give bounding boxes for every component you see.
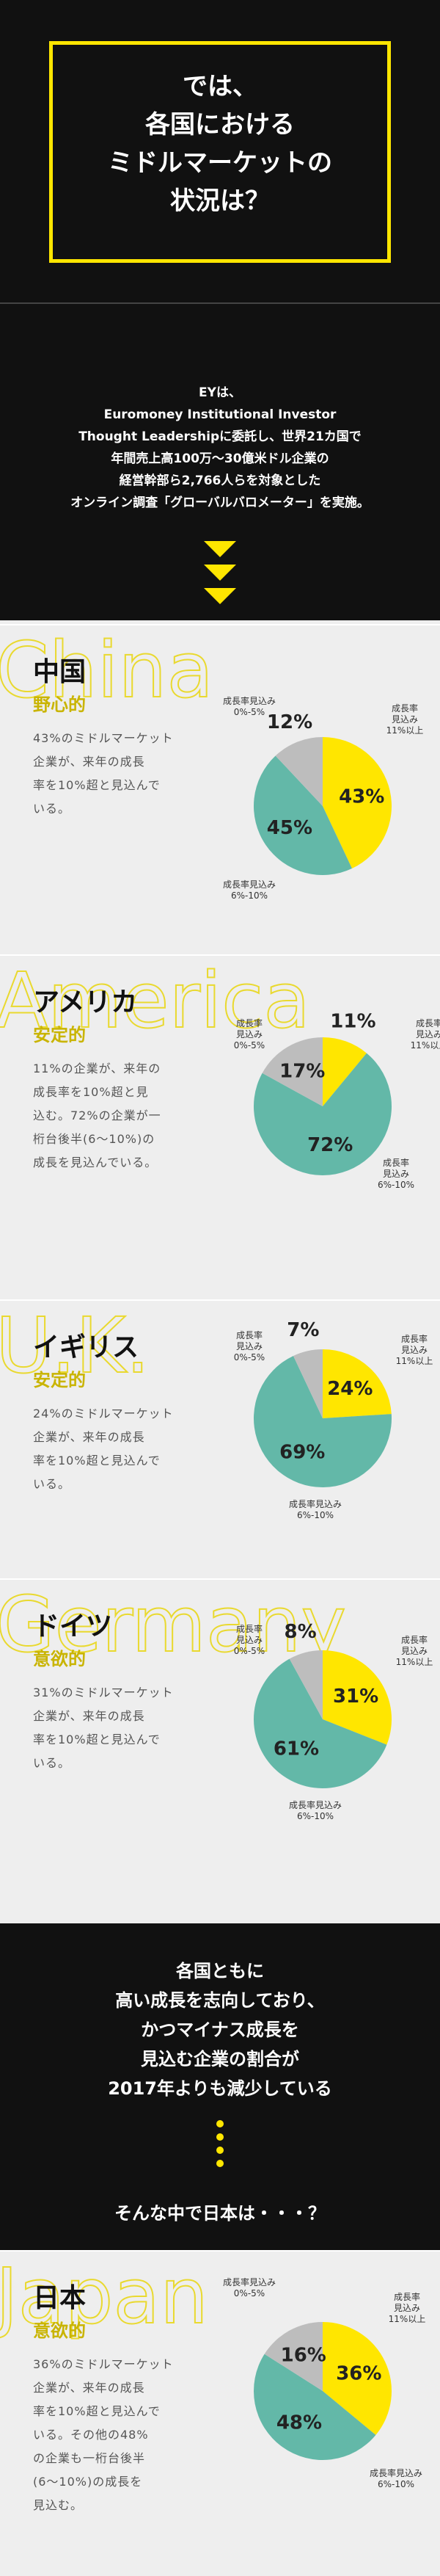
- summary-text: 各国ともに 高い成長を志向しており、 かつマイナス成長を 見込む企業の割合が 2…: [108, 1961, 332, 2099]
- description: 36%のミドルマーケット 企業が、来年の成長 率を10%超と見込んで いる。その…: [33, 2357, 174, 2512]
- country-subtitle: 安定的: [33, 1370, 86, 1390]
- watermark: U.K.: [0, 1301, 150, 1391]
- value-label: 61%: [274, 1738, 319, 1760]
- description: 24%のミドルマーケット 企業が、来年の成長 率を10%超と見込んで いる。: [33, 1407, 174, 1491]
- country-title: 日本: [33, 2283, 87, 2313]
- slice-label: 成長率 見込み 0%-5%: [233, 1018, 265, 1051]
- slice-label: 成長率 見込み 11%以上: [388, 2292, 426, 2324]
- pie-slice: [254, 1053, 392, 1175]
- slice-label: 成長率見込み 6%-10%: [222, 879, 276, 901]
- header-box: [49, 41, 391, 263]
- pie-slice: [254, 1658, 387, 1788]
- value-label: 72%: [307, 1134, 353, 1156]
- slice-label: 成長率見込み 0%-5%: [222, 2277, 276, 2299]
- slice-label: 成長率 見込み 0%-5%: [233, 1624, 265, 1656]
- country-section: China 中国野心的 43%のミドルマーケット 企業が、来年の成長 率を10%超と…: [0, 624, 440, 954]
- watermark: America: [0, 956, 311, 1046]
- value-label: 17%: [279, 1061, 325, 1083]
- slice-label: 成長率 見込み 11%以上: [410, 1018, 440, 1051]
- dots: [216, 2120, 224, 2167]
- watermark: China: [0, 625, 214, 716]
- country-subtitle: 野心的: [33, 694, 86, 715]
- description: 11%の企業が、来年の 成長率を10%超と見 込む。72%の企業が一 桁台後半(…: [33, 1062, 161, 1169]
- value-label: 69%: [279, 1441, 325, 1463]
- slice-label: 成長率見込み 6%-10%: [369, 2468, 422, 2489]
- watermark: Germany: [0, 1580, 347, 1670]
- header-title: では、 各国における ミドルマーケットの 状況は？: [108, 72, 332, 216]
- description: 31%のミドルマーケット 企業が、来年の成長 率を10%超と見込んで いる。: [33, 1686, 174, 1770]
- country-title: 中国: [33, 657, 87, 687]
- pie-slice: [264, 2322, 323, 2391]
- value-label: 45%: [267, 817, 312, 839]
- pie-chart: 36% 48% 16%: [254, 2322, 392, 2460]
- slice-label: 成長率見込み 0%-5%: [222, 696, 276, 717]
- pie-slice: [254, 2354, 376, 2460]
- pie-slice: [254, 1355, 392, 1487]
- value-label: 7%: [287, 1319, 319, 1341]
- pie-chart: 31% 61% 8%: [254, 1621, 392, 1788]
- slice-label: 成長率 見込み 6%-10%: [377, 1158, 415, 1190]
- country-title: イギリス: [33, 1332, 139, 1363]
- country-subtitle: 安定的: [33, 1025, 86, 1045]
- value-label: 8%: [285, 1621, 317, 1643]
- pie-slice: [262, 1037, 323, 1106]
- pie-slice: [323, 737, 392, 869]
- separator: [0, 302, 440, 304]
- country-subtitle: 意欲的: [33, 1649, 86, 1669]
- country-section: U.K. イギリス安定的 24%のミドルマーケット 企業が、来年の成長 率を10%超…: [0, 1299, 440, 1578]
- country-title: ドイツ: [33, 1611, 113, 1641]
- pie-slice: [289, 1650, 323, 1719]
- slice-label: 成長率 見込み 11%以上: [395, 1635, 433, 1667]
- slice-label: 成長率 見込み 11%以上: [386, 703, 424, 736]
- pie-chart: 11% 72% 17%: [254, 1011, 392, 1175]
- summary-question: そんな中で日本は・・・？: [114, 2203, 326, 2224]
- pie-slice: [275, 737, 323, 806]
- value-label: 11%: [330, 1011, 375, 1033]
- pie-slice: [323, 1349, 392, 1418]
- summary-panel: [0, 1923, 440, 2250]
- value-label: 48%: [276, 2412, 322, 2434]
- intro-text: EYは、 Euromoney Institutional Investor Th…: [70, 385, 370, 510]
- country-section: America アメリカ安定的 11%の企業が、来年の 成長率を10%超と見 込む。…: [0, 954, 440, 1299]
- value-label: 12%: [267, 711, 312, 733]
- slice-label: 成長率見込み 6%-10%: [288, 1499, 342, 1520]
- country-subtitle: 意欲的: [33, 2321, 86, 2341]
- value-label: 36%: [336, 2362, 381, 2384]
- slice-label: 成長率 見込み 11%以上: [395, 1334, 433, 1366]
- country-section: Japan 日本意欲的 36%のミドルマーケット 企業が、来年の成長 率を10%超と…: [0, 2250, 440, 2576]
- pie-slice: [293, 1349, 323, 1418]
- value-label: 43%: [339, 786, 384, 808]
- country-title: アメリカ: [33, 987, 138, 1017]
- slice-label: 成長率 見込み 0%-5%: [233, 1330, 265, 1363]
- slice-label: 成長率見込み 6%-10%: [288, 1800, 342, 1821]
- pie-chart: 43% 45% 12%: [253, 711, 392, 875]
- country-section: Germany ドイツ意欲的 31%のミドルマーケット 企業が、来年の成長 率を10…: [0, 1578, 440, 1923]
- value-label: 16%: [281, 2345, 326, 2367]
- value-label: 24%: [327, 1378, 373, 1400]
- pie-slice: [253, 755, 353, 875]
- watermark: Japan: [0, 2252, 209, 2342]
- pie-slice: [323, 2322, 392, 2435]
- arrows: [204, 541, 236, 604]
- pie-slice: [323, 1650, 392, 1745]
- pie-slice: [323, 1037, 367, 1106]
- description: 43%のミドルマーケット 企業が、来年の成長 率を10%超と見込んで いる。: [33, 731, 174, 816]
- top-panel: [0, 0, 440, 620]
- value-label: 31%: [333, 1686, 378, 1708]
- pie-chart: 24% 69% 7%: [254, 1319, 392, 1487]
